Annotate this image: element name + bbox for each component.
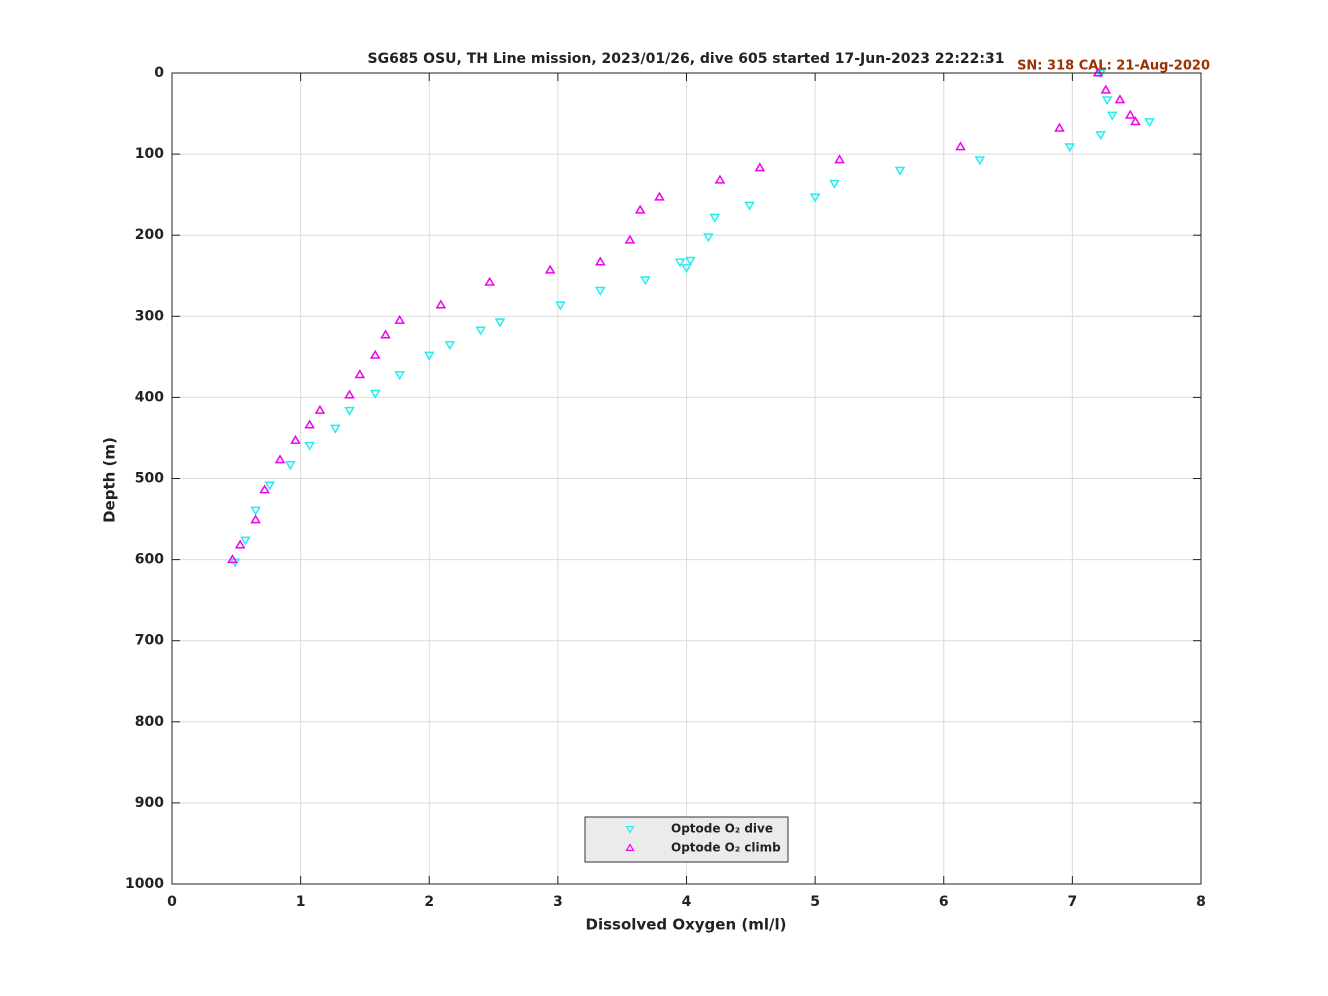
y-tick-label: 400	[135, 389, 164, 405]
data-point	[369, 349, 381, 359]
data-point	[435, 299, 447, 309]
data-point	[809, 193, 821, 203]
data-point	[894, 166, 906, 176]
data-point	[380, 329, 391, 339]
data-point	[274, 454, 286, 464]
data-point	[344, 389, 355, 399]
x-tick-label: 6	[939, 894, 949, 910]
data-point	[1114, 94, 1126, 104]
data-point	[484, 276, 496, 286]
legend-label: Optode O₂ climb	[671, 841, 781, 855]
data-point	[234, 539, 246, 549]
data-point	[290, 434, 301, 444]
data-point	[444, 341, 456, 351]
data-point	[1095, 131, 1106, 141]
data-point	[259, 484, 270, 494]
y-tick-label: 300	[135, 308, 164, 324]
data-point	[1124, 109, 1136, 119]
data-point	[955, 141, 966, 151]
data-point	[1095, 69, 1106, 79]
data-point	[634, 204, 646, 214]
y-tick-label: 200	[135, 227, 164, 243]
legend-marker	[625, 825, 635, 834]
data-point	[494, 318, 506, 328]
data-point	[744, 201, 755, 211]
data-point	[681, 264, 692, 274]
data-point	[754, 162, 766, 172]
data-point	[1101, 96, 1113, 106]
legend-marker	[625, 843, 635, 852]
data-point	[285, 461, 296, 471]
data-point	[394, 371, 405, 381]
data-point	[394, 314, 405, 324]
data-point	[1100, 84, 1112, 94]
data-point	[654, 191, 665, 201]
data-point	[1092, 67, 1104, 77]
data-point	[1064, 143, 1076, 153]
y-tick-label: 1000	[125, 876, 164, 892]
data-point	[703, 233, 714, 243]
x-tick-label: 0	[167, 894, 177, 910]
data-point	[829, 179, 840, 189]
data-point	[1054, 122, 1065, 132]
data-point	[1106, 111, 1118, 121]
x-tick-label: 8	[1196, 894, 1206, 910]
y-tick-label: 0	[154, 65, 164, 81]
x-tick-label: 2	[424, 894, 434, 910]
data-point	[227, 554, 238, 564]
x-axis-label: Dissolved Oxygen (ml/l)	[586, 916, 787, 934]
data-point	[354, 369, 366, 379]
data-point	[250, 506, 261, 516]
data-point	[714, 174, 726, 184]
data-point	[595, 256, 606, 266]
y-tick-label: 500	[135, 471, 164, 487]
data-point	[624, 234, 636, 244]
data-point	[369, 389, 381, 399]
y-tick-label: 700	[135, 633, 164, 649]
data-point	[330, 424, 341, 434]
data-point	[1144, 118, 1155, 128]
chart-title: SG685 OSU, TH Line mission, 2023/01/26, …	[368, 51, 1005, 67]
data-point	[240, 536, 251, 546]
y-tick-label: 100	[135, 146, 164, 162]
data-point	[423, 351, 435, 361]
data-point	[475, 326, 487, 336]
data-point	[834, 154, 845, 164]
data-point	[544, 264, 556, 274]
data-point	[974, 156, 986, 166]
legend-label: Optode O₂ dive	[671, 822, 773, 836]
legend-box	[584, 816, 789, 863]
y-tick-label: 600	[135, 552, 164, 568]
y-axis-label: Depth (m)	[101, 437, 119, 523]
data-point	[304, 419, 315, 429]
x-tick-label: 1	[296, 894, 306, 910]
data-point	[344, 406, 355, 416]
x-tick-label: 5	[810, 894, 820, 910]
data-point	[304, 441, 315, 451]
data-point	[709, 213, 721, 223]
data-point	[555, 301, 566, 311]
data-point	[685, 256, 696, 266]
x-tick-label: 7	[1068, 894, 1078, 910]
x-tick-label: 3	[553, 894, 563, 910]
data-point	[314, 404, 326, 414]
data-point	[250, 514, 261, 524]
y-tick-label: 900	[135, 795, 164, 811]
data-point	[1130, 116, 1141, 126]
data-point	[640, 276, 651, 286]
data-point	[264, 481, 276, 491]
y-tick-label: 800	[135, 714, 164, 730]
data-point	[674, 258, 686, 268]
x-tick-label: 4	[682, 894, 692, 910]
annotation: SN: 318 CAL: 21-Aug-2020	[1017, 59, 1210, 74]
data-point	[595, 286, 606, 296]
